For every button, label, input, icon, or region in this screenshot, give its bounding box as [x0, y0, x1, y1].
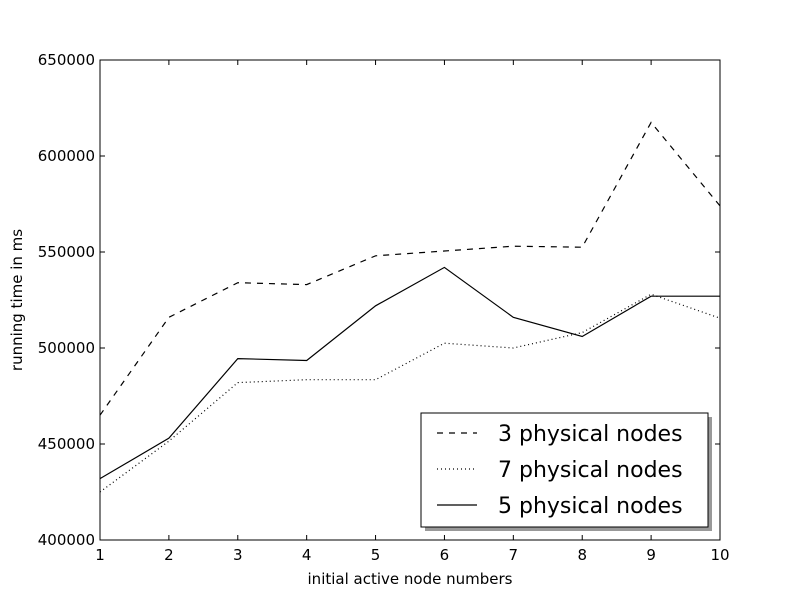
x-tick-label: 9 [646, 546, 656, 564]
series-layer [99, 121, 721, 493]
y-tick-label: 450000 [38, 435, 95, 453]
x-tick-label: 6 [440, 546, 450, 564]
plot-frame [99, 59, 721, 541]
x-tick-label: 4 [302, 546, 312, 564]
x-tick-label: 7 [509, 546, 519, 564]
y-tick-label: 400000 [38, 531, 95, 549]
x-axis-label: initial active node numbers [308, 570, 513, 588]
legend: 3 physical nodes 7 physical nodes 5 physic… [420, 412, 712, 531]
y-tick-label: 600000 [38, 147, 95, 165]
series-line-2 [99, 293, 721, 493]
y-tick-label: 500000 [38, 339, 95, 357]
x-tick-label: 5 [371, 546, 381, 564]
x-tick-label: 10 [710, 546, 729, 564]
legend-box [420, 412, 709, 528]
series-line-3 [99, 266, 720, 480]
y-tick-label: 650000 [38, 51, 95, 69]
y-tick-label: 550000 [38, 243, 95, 261]
series-line-1 [99, 121, 721, 416]
legend-label-2: 7 physical nodes [498, 458, 683, 483]
legend-label-3: 5 physical nodes [498, 494, 683, 519]
x-tick-label: 2 [164, 546, 174, 564]
legend-label-1: 3 physical nodes [498, 422, 683, 447]
x-tick-label: 8 [577, 546, 587, 564]
y-axis-label: running time in ms [8, 229, 26, 371]
x-tick-label: 1 [95, 546, 105, 564]
tick-layer: 1 2 3 4 5 6 7 8 9 10 400000 450000 500000 550000 60000… [38, 51, 730, 564]
legend-items: 3 physical nodes 7 physical nodes 5 physic… [437, 422, 683, 519]
x-tick-label: 3 [233, 546, 243, 564]
